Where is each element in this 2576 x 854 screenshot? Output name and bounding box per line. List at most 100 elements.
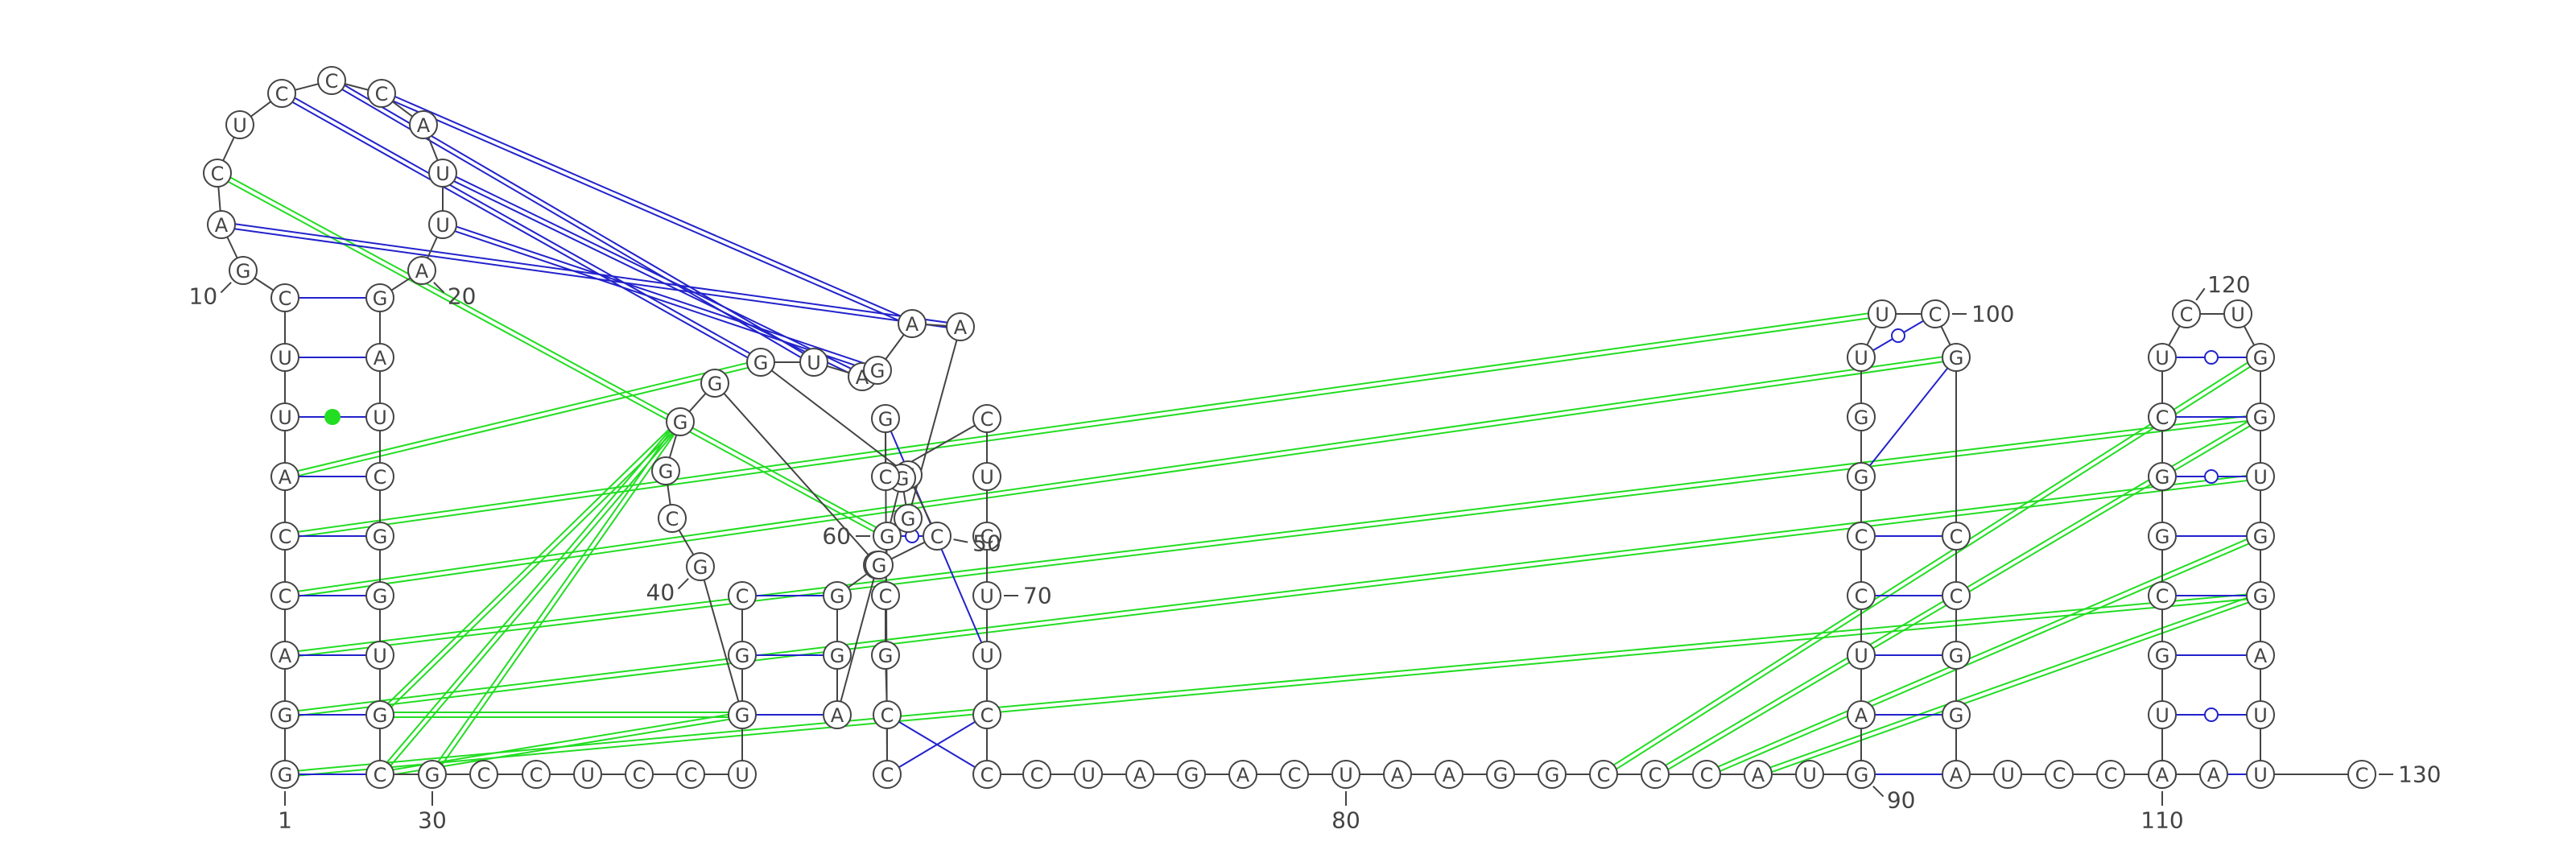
nucleotide-112: A: [2148, 760, 2177, 789]
nucleotide-circle: [1847, 700, 1876, 729]
nucleotide-62: G: [871, 641, 900, 670]
number-label-130: 130: [2379, 761, 2441, 788]
nucleotide-base-label: A: [279, 466, 292, 489]
backbone-segment: [760, 361, 909, 476]
nucleotide-53: U: [799, 348, 828, 377]
nucleotide-base-label: A: [415, 260, 429, 283]
number-label-90: 90: [1872, 786, 1916, 813]
pseudoknot-pair-line: [443, 221, 879, 369]
nucleotide-119: U: [2148, 343, 2177, 372]
nucleotide-base-label: G: [2253, 585, 2268, 608]
number-label-text: 40: [646, 579, 675, 605]
nucleotide-base-label: C: [275, 83, 289, 105]
number-label-30: 30: [418, 791, 447, 834]
nucleotide-circle: [1847, 581, 1876, 610]
nucleotide-base-label: C: [881, 704, 894, 727]
nucleotide-base-label: U: [980, 585, 994, 608]
nucleotide-circle: [270, 522, 299, 551]
nucleotide-107: U: [1993, 760, 2022, 789]
nucleotide-base-label: C: [1700, 764, 1714, 786]
nucleotide-circle: [2148, 700, 2177, 729]
tertiary-interaction-line: [1604, 358, 2263, 778]
nucleotide-base-label: G: [2155, 466, 2170, 489]
nucleotide-base-label: G: [753, 352, 769, 374]
nucleotide-circle: [2246, 462, 2275, 491]
nucleotide-base-label: G: [373, 287, 388, 310]
nucleotide-base-label: C: [980, 764, 994, 786]
nucleotide-base-label: U: [436, 214, 450, 237]
nucleotide-100: C: [1921, 299, 1950, 328]
pseudoknot-pair-line: [382, 90, 914, 323]
nucleotide-base-label: C: [1855, 585, 1868, 608]
nucleotide-base-label: U: [2000, 764, 2015, 786]
nucleotide-9: C: [270, 283, 299, 312]
tertiary-interaction-line: [284, 359, 761, 476]
nucleotide-base-label: U: [1875, 303, 1889, 326]
nucleotide-base-label: A: [1752, 764, 1765, 786]
nucleotide-102: C: [1942, 522, 1971, 551]
number-label-80: 80: [1331, 791, 1360, 834]
nucleotide-base-label: U: [2155, 347, 2169, 369]
number-label-1: 1: [278, 791, 292, 834]
nucleotide-base-label: A: [2156, 764, 2169, 786]
nucleotide-base-label: C: [374, 764, 387, 786]
pseudoknot-pair-line: [441, 174, 862, 380]
number-label-120: 120: [2195, 271, 2251, 301]
tertiary-interaction-line: [284, 473, 2260, 714]
nucleotide-base-label: G: [1854, 764, 1869, 786]
nucleotide-38: G: [728, 641, 757, 670]
nucleotide-circle: [873, 700, 902, 729]
tertiary-interaction-line: [285, 418, 2261, 658]
nucleotide-circle: [1692, 760, 1721, 789]
nucleotide-base-label: G: [878, 645, 894, 667]
nucleotide-83: G: [1486, 760, 1515, 789]
nucleotide-115: C: [2148, 581, 2177, 610]
nucleotide-base-label: G: [236, 260, 251, 283]
pseudoknot-pair-line: [441, 225, 877, 373]
nucleotide-base-label: C: [2156, 406, 2169, 429]
nucleotide-base-label: C: [1855, 526, 1868, 548]
nucleotide-106: A: [1942, 760, 1971, 789]
number-label-text: 100: [1971, 301, 2014, 328]
nucleotide-base-label: C: [2156, 585, 2169, 608]
nucleotide-base-label: G: [1949, 704, 1964, 727]
nucleotide-base-label: A: [1133, 764, 1147, 786]
nucleotide-circle: [972, 760, 1001, 789]
nucleotide-circle: [365, 641, 394, 670]
nucleotide-37: C: [728, 581, 757, 610]
nucleotide-circle: [2045, 760, 2074, 789]
nucleotide-base-label: U: [373, 406, 387, 429]
base-pair-line: [886, 714, 988, 775]
nucleotide-circle: [625, 760, 654, 789]
nucleotide-circle: [1074, 760, 1103, 789]
nucleotide-base-label: G: [1184, 764, 1199, 786]
nucleotide-circle: [270, 402, 299, 431]
tertiary-interaction-line: [1705, 533, 2260, 774]
nucleotide-base-label: C: [879, 466, 893, 489]
nucleotide-circle: [2246, 760, 2275, 789]
backbone-segment: [907, 326, 961, 519]
nucleotide-121: U: [2223, 299, 2252, 328]
nucleotide-circle: [873, 522, 902, 551]
tertiary-interaction-line: [381, 423, 683, 777]
nucleotide-base-label: G: [693, 556, 708, 579]
nucleotide-86: C: [1641, 760, 1670, 789]
nucleotide-base-label: G: [278, 764, 293, 786]
nucleotide-circle: [823, 581, 852, 610]
nucleotide-130: C: [2347, 760, 2376, 789]
tertiary-interaction-line: [429, 419, 679, 774]
nucleotide-circle: [229, 256, 258, 285]
nucleotide-44: G: [700, 369, 729, 398]
number-label-text: 90: [1887, 786, 1916, 813]
nucleotide-5: C: [270, 522, 299, 551]
nucleotide-81: A: [1383, 760, 1412, 789]
nucleotide-base-label: U: [278, 347, 292, 369]
nucleotide-circle: [972, 581, 1001, 610]
nucleotide-circle: [1641, 760, 1670, 789]
nucleotide-circle: [799, 348, 828, 377]
nucleotide-base-label: G: [373, 704, 388, 727]
nucleotide-circle: [2148, 641, 2177, 670]
nucleotide-base-label: U: [1081, 764, 1096, 786]
nucleotide-base-label: G: [1854, 406, 1869, 429]
number-label-text: 1: [278, 807, 292, 834]
